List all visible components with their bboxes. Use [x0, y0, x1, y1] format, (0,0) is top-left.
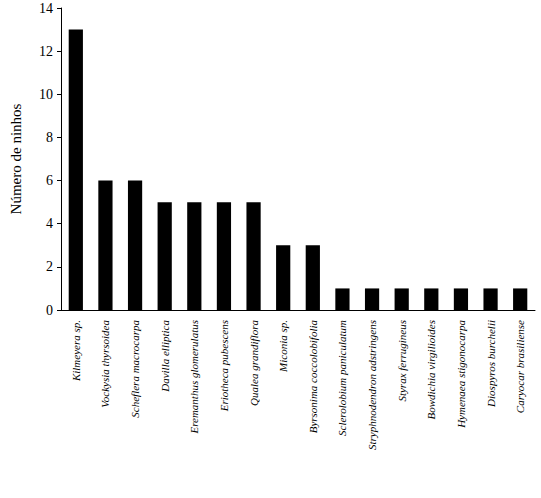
svg-text:10: 10	[39, 87, 53, 102]
svg-text:Miconia sp.: Miconia sp.	[277, 320, 289, 373]
svg-text:Kilmeyera sp.: Kilmeyera sp.	[70, 320, 82, 382]
svg-text:Styrax ferrugineus: Styrax ferrugineus	[396, 320, 408, 402]
svg-text:Eriotheca pubescens: Eriotheca pubescens	[218, 320, 230, 412]
svg-text:4: 4	[46, 216, 53, 231]
svg-text:Qualea grandiflora: Qualea grandiflora	[248, 320, 260, 406]
svg-text:0: 0	[46, 303, 53, 318]
svg-text:Vockysia thyrsoidea: Vockysia thyrsoidea	[99, 320, 111, 408]
svg-text:Stryphnodendron adstringens: Stryphnodendron adstringens	[366, 320, 378, 450]
svg-text:Scheflera macrocarpa: Scheflera macrocarpa	[129, 320, 141, 418]
svg-text:Davilla elliptica: Davilla elliptica	[159, 320, 171, 393]
svg-text:Eremanthus glomerulatus: Eremanthus glomerulatus	[188, 320, 200, 435]
svg-text:6: 6	[46, 173, 53, 188]
svg-text:Bowdichia virgilioides: Bowdichia virgilioides	[425, 320, 437, 420]
svg-text:Número de ninhos: Número de ninhos	[8, 103, 24, 214]
svg-text:Caryocar brasiliense: Caryocar brasiliense	[514, 320, 526, 413]
svg-text:8: 8	[46, 130, 53, 145]
svg-text:Diospyros burchelii: Diospyros burchelii	[485, 320, 497, 408]
svg-text:14: 14	[39, 1, 53, 16]
svg-text:12: 12	[39, 44, 53, 59]
svg-text:2: 2	[46, 259, 53, 274]
svg-text:Sclerolobium paniculatum: Sclerolobium paniculatum	[336, 320, 348, 436]
svg-text:Byrsonima coccolobifolia: Byrsonima coccolobifolia	[307, 320, 319, 434]
svg-text:Hymenaea stigonocarpa: Hymenaea stigonocarpa	[455, 320, 467, 429]
